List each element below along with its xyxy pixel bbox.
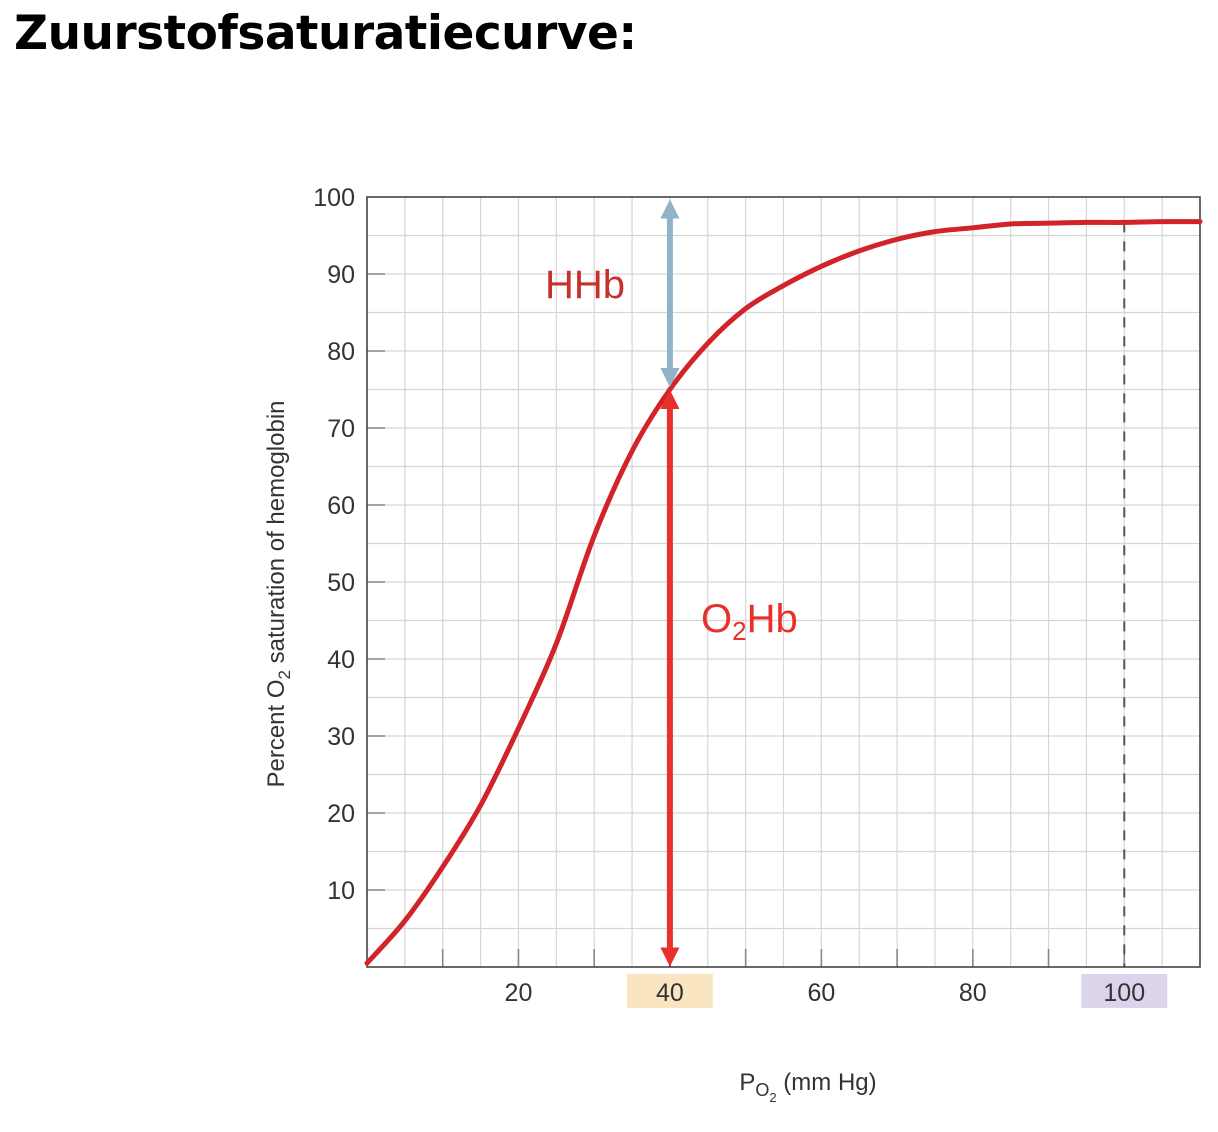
x-tick-label-80: 80 (959, 979, 987, 1007)
tick-highlight-40 (626, 974, 713, 1008)
y-tick-label-10: 10 (327, 877, 355, 905)
x-axis-label-sub: O (755, 1080, 769, 1100)
y-tick-label-100: 100 (313, 184, 355, 212)
x-tick-label-60: 60 (807, 979, 835, 1007)
plot-frame (366, 196, 1201, 968)
x-axis-label-rest: (mm Hg) (777, 1069, 877, 1096)
x-tick-label-40: 40 (656, 979, 684, 1007)
hhb-label: HHb (545, 263, 625, 307)
tick-highlight-100 (1081, 974, 1168, 1008)
o2hb-label: O2Hb (701, 597, 798, 646)
x-tick-label-100: 100 (1103, 979, 1145, 1007)
o2hb-label-sub: 2 (732, 616, 746, 646)
tick-highlights (626, 974, 1168, 1008)
y-tick-label-50: 50 (327, 569, 355, 597)
y-tick-label-20: 20 (327, 800, 355, 828)
o2hb-label-rest: Hb (747, 597, 798, 641)
page-title: Zuurstofsaturatiecurve: (14, 6, 637, 61)
saturation-curve (364, 219, 1203, 966)
y-tick-label-60: 60 (327, 492, 355, 520)
y-axis-label-pre: Percent O (263, 679, 290, 787)
y-tick-label-70: 70 (327, 415, 355, 443)
o2hb-label-main: O (701, 597, 732, 641)
x-axis-label-subsub: 2 (769, 1090, 776, 1105)
y-axis-label-sub: 2 (275, 670, 294, 679)
x-axis-label: PO2 (mm Hg) (739, 1069, 876, 1105)
y-tick-label-30: 30 (327, 723, 355, 751)
y-tick-label-40: 40 (327, 646, 355, 674)
y-tick-label-90: 90 (327, 261, 355, 289)
x-axis-label-main: P (739, 1069, 755, 1096)
y-tick-labels: 10 20 30 40 50 60 70 80 90 100 (313, 184, 355, 905)
x-tick-label-20: 20 (505, 979, 533, 1007)
x-tick-labels: 20 40 60 80 100 (505, 979, 1146, 1007)
y-tick-label-80: 80 (327, 338, 355, 366)
grid (367, 197, 1200, 967)
y-axis-label: Percent O2 saturation of hemoglobin (263, 400, 294, 787)
y-axis-label-post: saturation of hemoglobin (263, 400, 290, 670)
